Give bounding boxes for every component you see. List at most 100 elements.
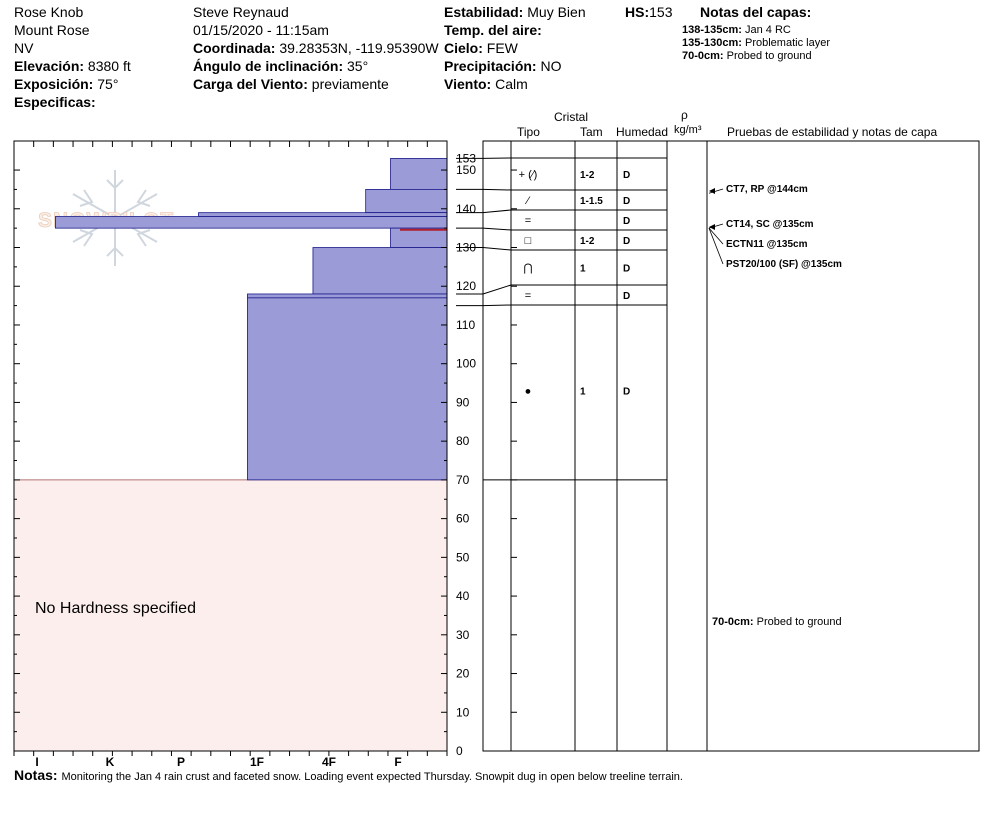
col-header-tipo: Tipo	[517, 125, 540, 139]
stability-row: Estabilidad: Muy Bien	[444, 4, 586, 20]
crystal-size: 1	[580, 387, 586, 398]
observation-datetime: 01/15/2020 - 11:15am	[193, 22, 329, 38]
layer-connector	[456, 304, 512, 307]
air-temp-label: Temp. del aire:	[444, 22, 542, 38]
col-header-humedad: Humedad	[616, 125, 669, 139]
layer-connector	[456, 227, 512, 231]
hardness-bar	[198, 212, 448, 217]
hardness-bar	[247, 297, 448, 481]
wind-load-row: Carga del Viento: previamente	[193, 76, 389, 92]
aspect-value: 75°	[97, 76, 119, 92]
coordinate-label: Coordinada:	[193, 40, 276, 56]
depth-tick-label: 30	[456, 628, 470, 642]
depth-tick-label: 0	[456, 744, 463, 758]
crystal-type-symbol: =	[525, 290, 531, 302]
hardness-bar	[247, 293, 448, 299]
crystal-type-symbol: ●	[525, 386, 532, 398]
slope-row: Ángulo de inclinación: 35°	[193, 58, 368, 74]
crystal-type-symbol: □	[525, 235, 532, 247]
moisture-value: D	[623, 264, 630, 275]
hardness-bar	[312, 247, 448, 295]
no-hardness-region	[13, 479, 448, 752]
notes-text: Monitoring the Jan 4 rain crust and face…	[61, 771, 683, 783]
depth-top-label: 153	[456, 151, 476, 165]
layer-note-range: 138-135cm:	[682, 24, 742, 36]
crystal-size: 1-2	[580, 236, 595, 247]
notes-label: Notas:	[14, 767, 58, 783]
crystal-type-symbol: ⋂	[523, 263, 532, 275]
sky-label: Cielo:	[444, 40, 483, 56]
moisture-value: D	[623, 216, 630, 227]
layer-comment-range: 70-0cm:	[712, 616, 757, 628]
moisture-value: D	[623, 196, 630, 207]
aspect-label: Exposición:	[14, 76, 94, 92]
precip-label: Precipitación:	[444, 58, 537, 74]
depth-tick-label: 140	[456, 202, 476, 216]
stability-label: Estabilidad:	[444, 4, 524, 20]
wind-row: Viento: Calm	[444, 76, 528, 92]
hardness-tick-label: I	[35, 755, 38, 769]
stability-test-pointer	[708, 188, 724, 194]
moisture-value: D	[623, 170, 630, 181]
crystal-size: 1	[580, 264, 586, 275]
state-name: NV	[14, 40, 34, 56]
layer-note-text: Problematic layer	[745, 37, 830, 49]
depth-tick-label: 120	[456, 279, 476, 293]
layer-note-item: 70-0cm: Probed to ground	[682, 50, 812, 63]
coordinate-row: Coordinada: 39.28353N, -119.95390W	[193, 40, 439, 56]
depth-tick-label: 50	[456, 550, 470, 564]
slope-value: 35°	[347, 58, 369, 74]
precip-row: Precipitación: NO	[444, 58, 561, 74]
stability-test-label: CT14, SC @135cm	[726, 219, 814, 230]
stability-test-label: PST20/100 (SF) @135cm	[726, 259, 842, 270]
crystal-size: 1-1.5	[580, 196, 603, 207]
depth-tick-label: 150	[456, 163, 476, 177]
layer-connector	[456, 188, 512, 191]
hardness-bar	[55, 216, 448, 229]
stability-test-label: ECTN11 @135cm	[726, 239, 808, 250]
layer-connector	[456, 209, 512, 214]
hs-label: HS:	[625, 4, 650, 20]
depth-tick-label: 110	[456, 318, 475, 332]
precip-value: NO	[540, 58, 562, 74]
layer-note-item: 135-130cm: Problematic layer	[682, 37, 830, 50]
specifics-label: Especificas:	[14, 94, 96, 110]
layer-connector	[456, 284, 512, 295]
hardness-tick-label: 4F	[322, 755, 336, 769]
elevation-row: Elevación: 8380 ft	[14, 58, 131, 74]
col-header-density-unit: kg/m³	[674, 124, 702, 136]
layer-comment: 70-0cm: Probed to ground	[712, 616, 842, 628]
layer-note-item: 138-135cm: Jan 4 RC	[682, 24, 791, 37]
stability-test-label: CT7, RP @144cm	[726, 184, 808, 195]
hardness-tick-label: 1F	[250, 755, 264, 769]
wind-load-label: Carga del Viento:	[193, 76, 308, 92]
crystal-type-symbol: ⁄	[524, 195, 531, 207]
moisture-value: D	[623, 236, 630, 247]
notes-row: Notas: Monitoring the Jan 4 rain crust a…	[14, 767, 683, 784]
depth-tick-label: 80	[456, 434, 470, 448]
coordinate-value: 39.28353N, -119.95390W	[279, 40, 439, 56]
aspect-row: Exposición: 75°	[14, 76, 118, 92]
wind-label: Viento:	[444, 76, 492, 92]
depth-tick-label: 60	[456, 512, 470, 526]
hardness-tick-label: K	[106, 755, 115, 769]
layer-notes-title: Notas del capas:	[700, 4, 812, 20]
elevation-label: Elevación:	[14, 58, 85, 74]
layer-table-frame	[482, 140, 980, 752]
test-arrowhead	[709, 188, 715, 194]
layer-note-text: Jan 4 RC	[745, 24, 791, 36]
col-header-tests: Pruebas de estabilidad y notas de capa	[727, 125, 938, 139]
crystal-size: 1-2	[580, 170, 595, 181]
moisture-value: D	[623, 387, 630, 398]
sky-value: FEW	[486, 40, 518, 56]
depth-tick-label: 100	[456, 357, 476, 371]
wind-value: Calm	[495, 76, 528, 92]
crystal-type-symbol: + (⁄)	[519, 169, 538, 181]
area-name: Mount Rose	[14, 22, 90, 38]
col-header-rho: ρ	[681, 108, 688, 122]
depth-tick-label: 70	[456, 473, 470, 487]
layer-note-range: 135-130cm:	[682, 37, 742, 49]
col-header-tam: Tam	[580, 125, 603, 139]
location-name: Rose Knob	[14, 4, 84, 20]
hardness-bar	[365, 189, 448, 214]
